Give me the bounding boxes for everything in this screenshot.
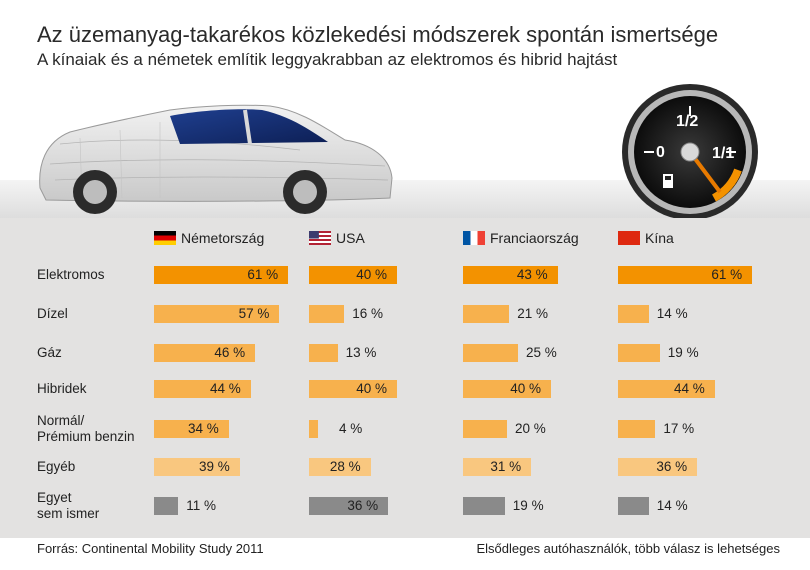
bar xyxy=(463,458,532,476)
bar xyxy=(618,420,656,438)
value-label: 4 % xyxy=(339,421,363,436)
series-label: Németország xyxy=(181,230,265,246)
category-label: Hibridek xyxy=(37,381,87,396)
car-illustration xyxy=(39,104,393,214)
value-label: 21 % xyxy=(517,306,548,321)
value-label: 40 % xyxy=(510,381,541,396)
value-label: 39 % xyxy=(199,459,230,474)
value-label: 14 % xyxy=(656,498,688,513)
series-label: Franciaország xyxy=(490,230,579,246)
bar xyxy=(618,497,649,515)
value-label: 11 % xyxy=(186,498,216,513)
value-label: 46 % xyxy=(214,345,246,360)
flag-de-icon xyxy=(154,231,176,245)
category-label: Elektromos xyxy=(37,267,105,282)
fuel-gauge-icon: 0 1/2 1/1 xyxy=(622,84,758,220)
bar xyxy=(154,266,289,284)
category-label: Egyet sem ismer xyxy=(37,490,100,521)
bar xyxy=(463,344,518,362)
value-label: 19 % xyxy=(512,498,544,513)
value-label: 40 % xyxy=(356,267,387,282)
bar xyxy=(618,458,698,476)
bar xyxy=(618,344,660,362)
bar xyxy=(154,497,179,515)
series-label: Kína xyxy=(645,230,674,246)
bar xyxy=(463,380,551,398)
category-label: Normál/ Prémium benzin xyxy=(37,413,135,444)
value-label: 19 % xyxy=(667,345,699,360)
value-label: 13 % xyxy=(345,345,377,360)
value-label: 28 % xyxy=(329,459,361,474)
value-label: 34 % xyxy=(188,421,219,436)
gauge-label-full: 1/1 xyxy=(712,145,734,162)
bar xyxy=(618,305,649,323)
value-label: 14 % xyxy=(656,306,688,321)
category-label: Gáz xyxy=(37,345,62,360)
value-label: 36 % xyxy=(656,459,688,474)
bar xyxy=(618,380,715,398)
respondent-note: Elsődleges autóhasználók, több válasz is… xyxy=(476,541,780,556)
gauge-label-empty: 0 xyxy=(656,144,665,161)
fuel-pump-icon xyxy=(663,174,673,188)
value-label: 31 % xyxy=(490,459,522,474)
chart-title: Az üzemanyag-takarékos közlekedési módsz… xyxy=(37,22,719,47)
series-label: USA xyxy=(336,230,365,246)
bar xyxy=(463,420,507,438)
category-label: Dízel xyxy=(37,306,68,321)
bar xyxy=(309,420,318,438)
value-label: 61 % xyxy=(247,267,279,282)
value-label: 25 % xyxy=(526,345,557,360)
value-label: 57 % xyxy=(238,306,270,321)
bar xyxy=(154,305,280,323)
source-note: Forrás: Continental Mobility Study 2011 xyxy=(37,541,264,556)
bar xyxy=(154,420,229,438)
bar xyxy=(309,497,389,515)
hero-illustration: 0 1/2 1/1 xyxy=(0,84,810,220)
bar xyxy=(309,266,397,284)
value-label: 40 % xyxy=(356,381,387,396)
flag-us-icon xyxy=(309,231,331,245)
flag-cn-icon xyxy=(618,231,640,245)
value-label: 61 % xyxy=(711,267,743,282)
value-label: 36 % xyxy=(347,498,379,513)
bar xyxy=(309,344,338,362)
value-label: 44 % xyxy=(674,381,705,396)
bar xyxy=(463,266,558,284)
bar xyxy=(463,305,510,323)
bar xyxy=(618,266,753,284)
bar xyxy=(154,458,240,476)
bar xyxy=(154,344,256,362)
chart-subtitle: A kínaiak és a németek említik leggyakra… xyxy=(37,50,618,69)
category-label: Egyéb xyxy=(37,459,76,474)
bar xyxy=(463,497,505,515)
bar xyxy=(309,458,371,476)
bar xyxy=(309,305,345,323)
value-label: 20 % xyxy=(515,421,546,436)
value-label: 44 % xyxy=(210,381,241,396)
flag-fr-icon xyxy=(463,231,485,245)
value-label: 43 % xyxy=(516,267,548,282)
value-label: 16 % xyxy=(352,306,383,321)
bar xyxy=(309,380,397,398)
bar xyxy=(154,380,251,398)
gauge-label-half: 1/2 xyxy=(676,113,698,130)
value-label: 17 % xyxy=(663,421,695,436)
